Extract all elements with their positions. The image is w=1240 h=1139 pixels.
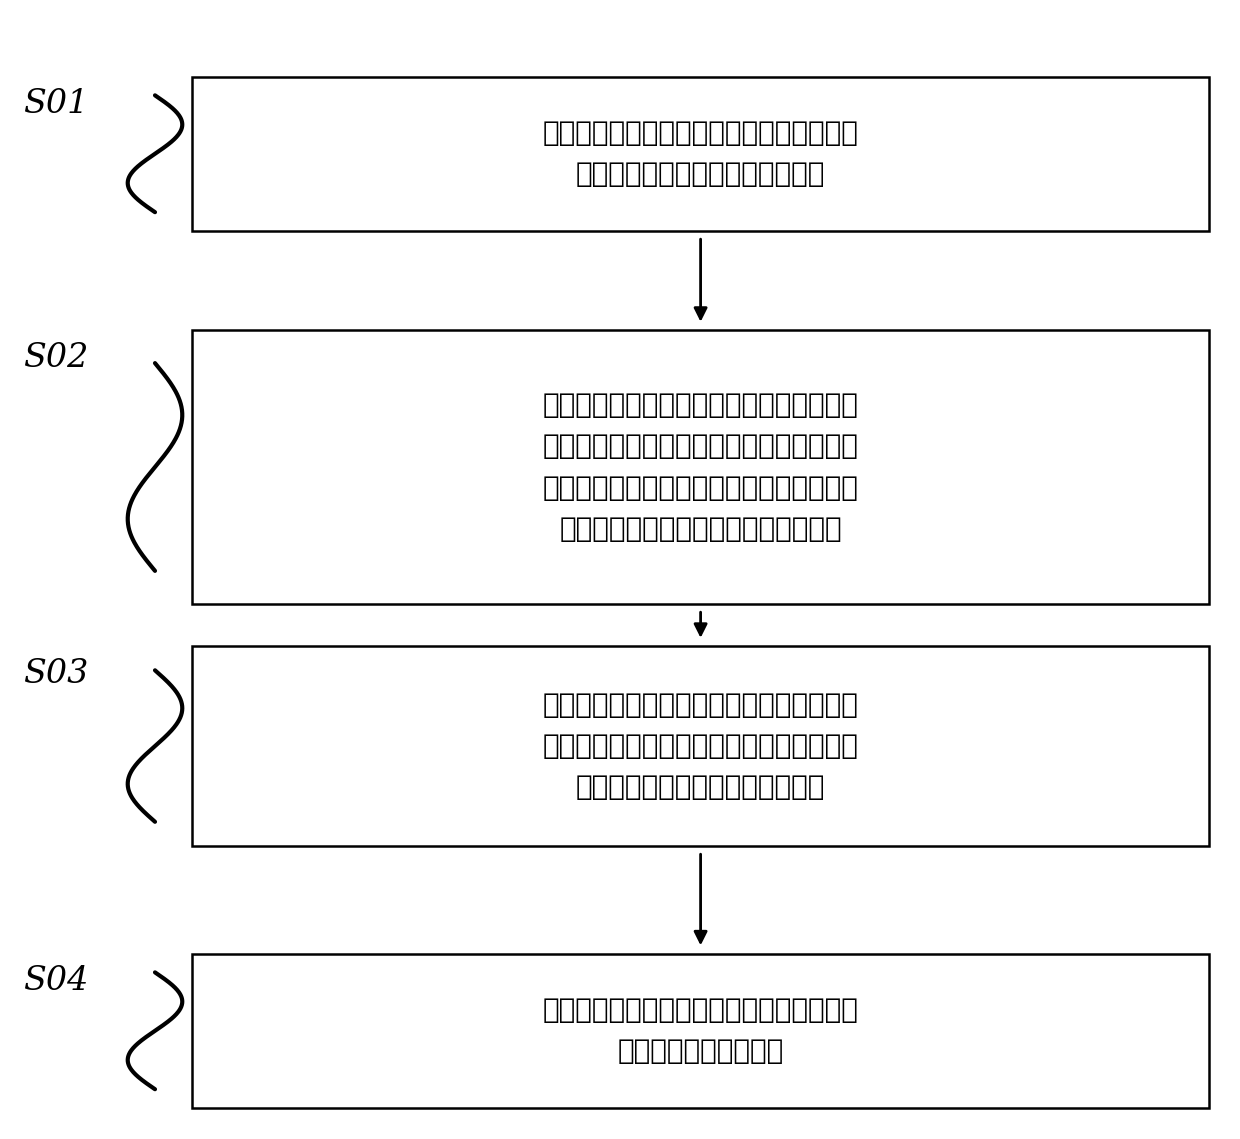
Bar bbox=[192, 954, 1209, 1107]
Text: 徒手手势输入，操作者对期望选择的三维对
象的外形轮廓进行徒手手势输入，徒手手势
动作获取模块捕获完整的手势动作数据，然
后进行手势轨迹图形的实时计算和绘制: 徒手手势输入，操作者对期望选择的三维对 象的外形轮廓进行徒手手势输入，徒手手势 … bbox=[543, 391, 858, 543]
Text: S03: S03 bbox=[24, 658, 88, 690]
Text: 操作者确认，操作者通过手势对匹配上的备
选对象进行选择和确认: 操作者确认，操作者通过手势对匹配上的备 选对象进行选择和确认 bbox=[543, 997, 858, 1065]
Text: 外形轮廓匹配，在预处理阶段生成的备选对
象的外形轮廓与操作者表达的手势轨迹图形
之间进行实时的外形轮廓匹配计算: 外形轮廓匹配，在预处理阶段生成的备选对 象的外形轮廓与操作者表达的手势轨迹图形 … bbox=[543, 691, 858, 801]
Text: S02: S02 bbox=[24, 342, 88, 374]
Text: S01: S01 bbox=[24, 89, 88, 121]
Bar bbox=[192, 330, 1209, 604]
Text: S04: S04 bbox=[24, 966, 88, 998]
Bar bbox=[192, 76, 1209, 230]
Text: 预处理阶段，实时计算生成位于操作者视域
场景中的每一备选对象的外形轮廓: 预处理阶段，实时计算生成位于操作者视域 场景中的每一备选对象的外形轮廓 bbox=[543, 120, 858, 188]
Bar bbox=[192, 647, 1209, 845]
